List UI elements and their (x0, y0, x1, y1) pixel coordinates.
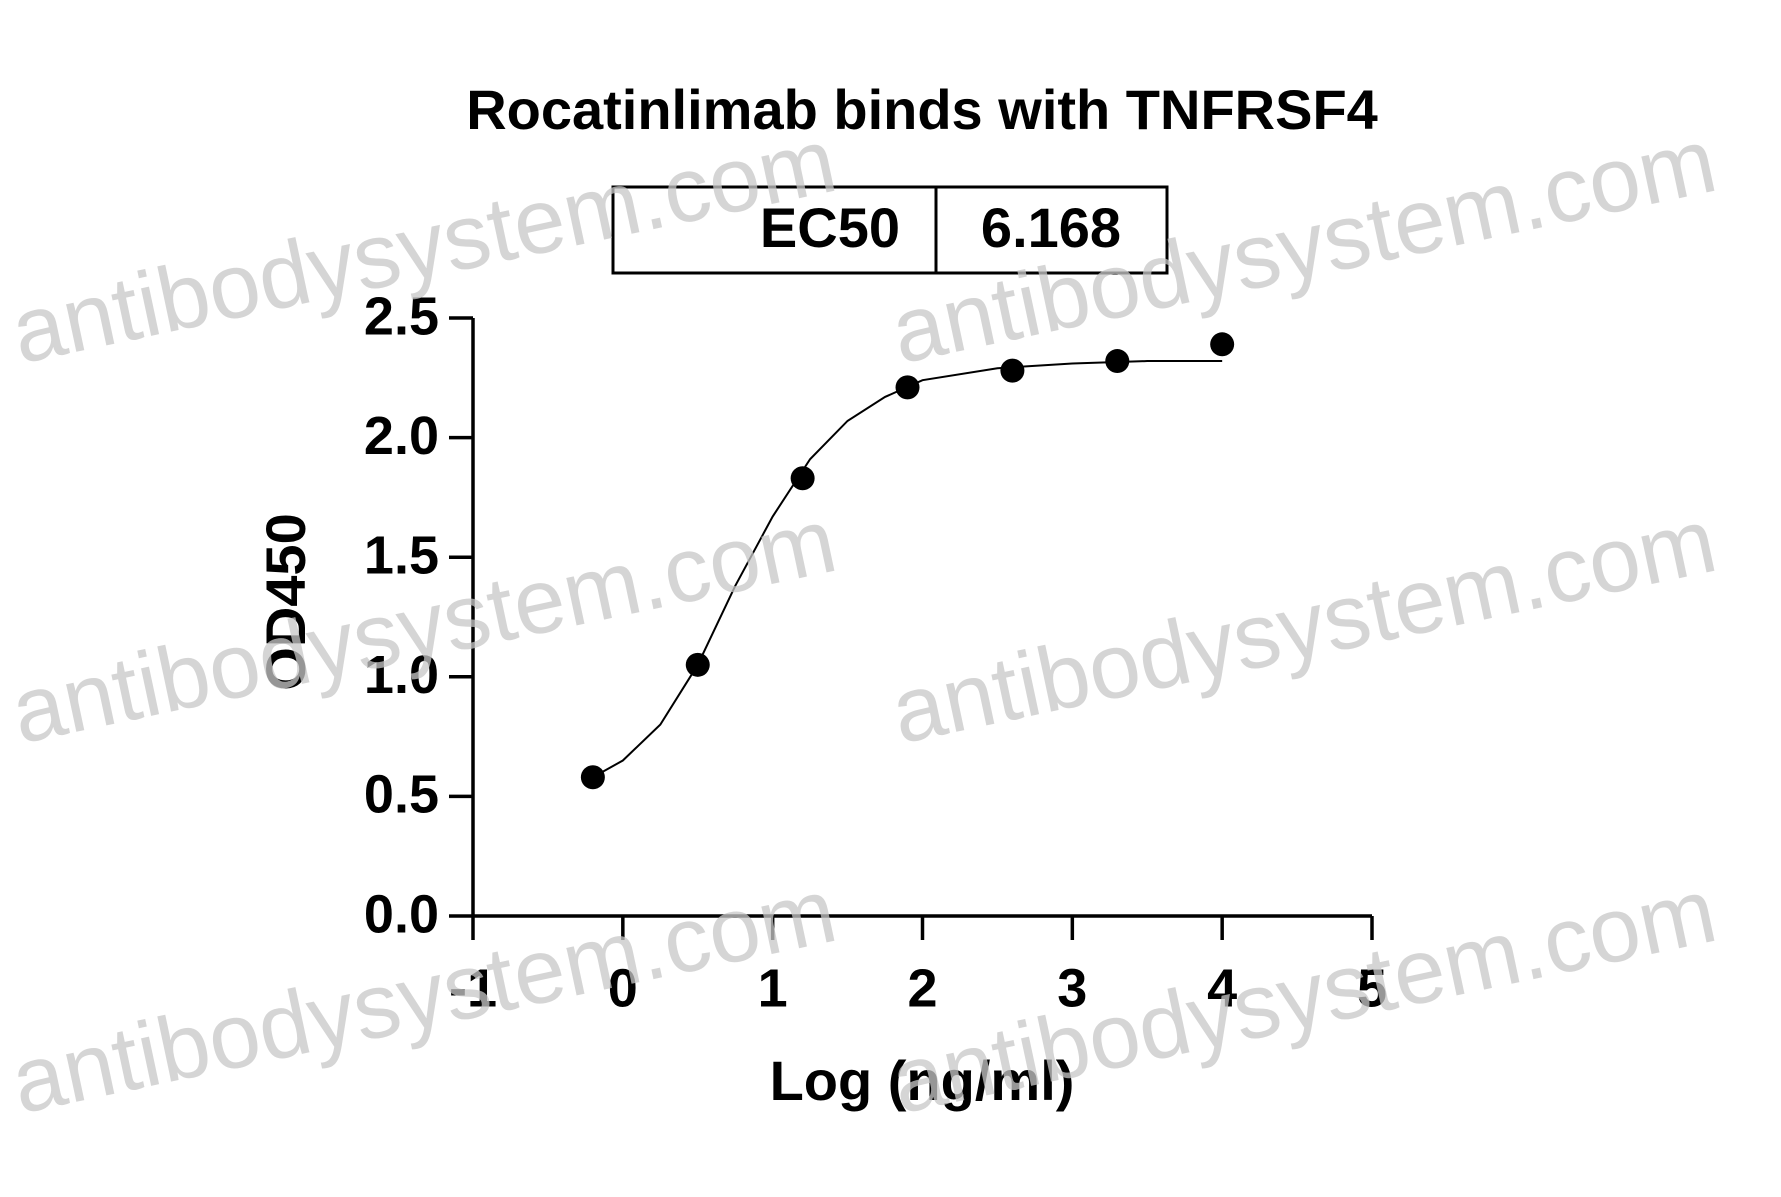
ec50-table (611, 185, 1169, 275)
x-axis-label: Log (ng/ml) (770, 1049, 1075, 1112)
x-tick-label: 0 (608, 958, 638, 1018)
x-tick-label: 2 (907, 958, 937, 1018)
data-point (1000, 358, 1025, 383)
chart-title: Rocatinlimab binds with TNFRSF4 (466, 78, 1378, 141)
y-tick-label: 0.5 (364, 765, 439, 825)
x-tick-label: 5 (1357, 958, 1387, 1018)
data-point (1210, 332, 1235, 357)
y-tick-label: 0.0 (364, 884, 439, 944)
fit-curve (592, 360, 1223, 779)
y-axis-label: OD450 (254, 513, 317, 690)
ec50-label: EC50 (760, 196, 900, 259)
ec50-value: 6.168 (981, 196, 1121, 259)
y-tick-label: 2.0 (364, 406, 439, 466)
data-point (1105, 349, 1130, 374)
data-point (790, 466, 815, 491)
y-tick-label: 1.5 (364, 525, 439, 585)
data-point (685, 652, 710, 677)
x-tick-label: 1 (758, 958, 788, 1018)
x-tick-label: 4 (1207, 958, 1237, 1018)
x-tick-label: 3 (1057, 958, 1087, 1018)
y-tick-label: 2.5 (364, 286, 439, 346)
watermark: antibodysystem.com (883, 489, 1724, 763)
data-point (895, 375, 920, 400)
y-tick-label: 1.0 (364, 645, 439, 705)
watermark: antibodysystem.com (883, 859, 1724, 1133)
data-point (580, 765, 605, 790)
x-tick-label: -1 (449, 958, 497, 1018)
